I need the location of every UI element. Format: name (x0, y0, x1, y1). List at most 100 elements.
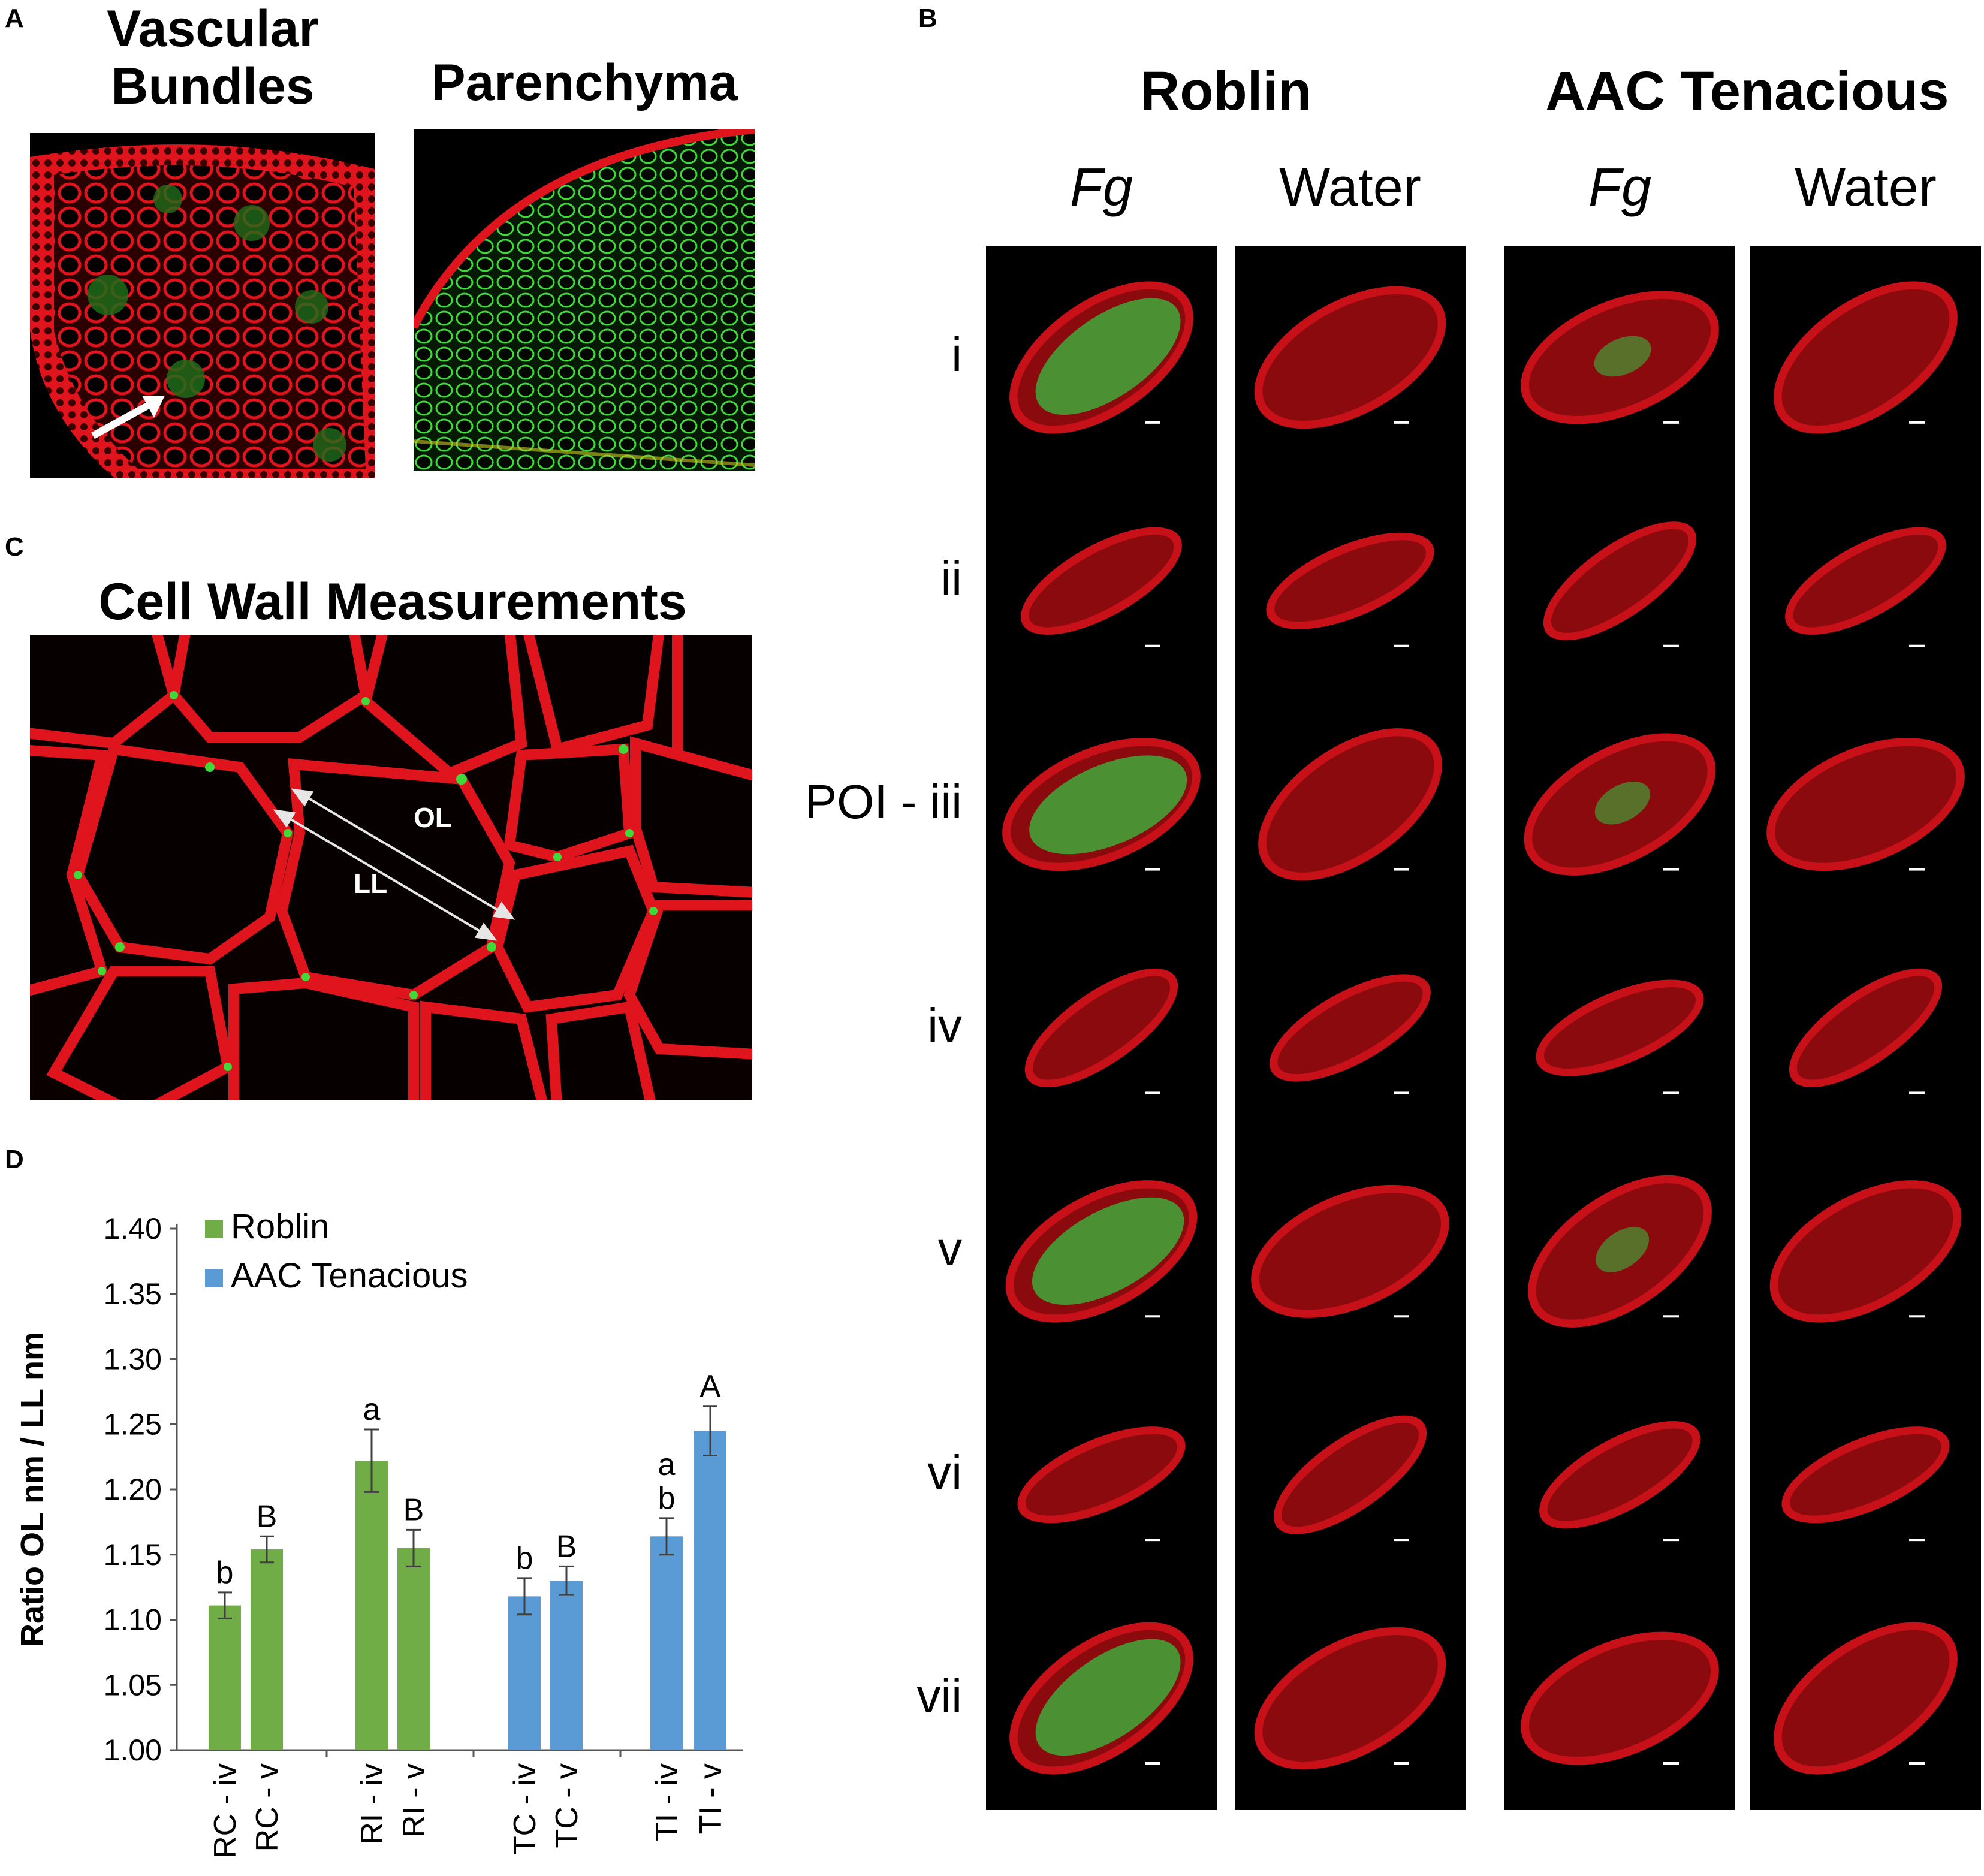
legend-label: Roblin (231, 1207, 329, 1246)
micrograph-column-1 (1235, 246, 1466, 1810)
micrograph-column-2 (1504, 246, 1735, 1810)
grain-section (1254, 286, 1446, 429)
y-tick-label: 1.20 (104, 1473, 162, 1506)
scale-bar (1909, 644, 1925, 647)
column-header-3: Water (1795, 158, 1937, 218)
scale-bar (1394, 1091, 1409, 1094)
significance-letter: b (216, 1555, 234, 1590)
significance-letter: b (516, 1541, 533, 1576)
grain-section (1254, 1627, 1446, 1770)
grain-section (1005, 1180, 1198, 1323)
row-label-2: POI - iii (804, 775, 962, 829)
scale-bar (1394, 644, 1409, 647)
scale-bar (1663, 868, 1679, 871)
grain-section (1009, 1622, 1193, 1775)
scale-bar (1145, 868, 1160, 871)
bar (694, 1431, 726, 1750)
scale-bar (1394, 1762, 1409, 1765)
row-label-0: i (951, 328, 962, 382)
grain-section (1521, 291, 1719, 424)
significance-letter: A (700, 1369, 721, 1404)
grain-section (1009, 281, 1193, 434)
y-axis-label: Ratio OL nm / LL nm (14, 1332, 50, 1647)
grain-section (1524, 733, 1716, 876)
panel-a-letter: A (5, 4, 24, 33)
grain-section (1024, 968, 1178, 1088)
grain-section (1017, 1426, 1186, 1524)
panel-d-letter: D (5, 1145, 24, 1174)
grain-section (1273, 1415, 1427, 1534)
vascular-bundles-title: Vascular Bundles (107, 0, 319, 116)
y-tick-label: 1.30 (104, 1343, 162, 1376)
grain-section (1774, 281, 1958, 434)
x-tick-label: RI - iv (355, 1763, 390, 1845)
row-label-3: iv (927, 999, 962, 1052)
scale-bar (1909, 421, 1925, 424)
bar (251, 1549, 283, 1750)
scale-bar (1145, 421, 1160, 424)
bar (550, 1581, 583, 1750)
panel-c-letter: C (5, 532, 24, 562)
scale-bar (1909, 868, 1925, 871)
ll-label: LL (354, 868, 387, 899)
bar (209, 1605, 241, 1750)
legend-label: AAC Tenacious (231, 1256, 468, 1295)
scale-bar (1663, 1539, 1679, 1542)
grain-section (1251, 1184, 1449, 1318)
micrograph-column-3 (1750, 246, 1981, 1810)
scale-bar (1145, 1762, 1160, 1765)
row-label-1: ii (940, 551, 962, 605)
group-header-aac-tenacious: AAC Tenacious (1545, 61, 1949, 122)
scale-bar (1663, 1762, 1679, 1765)
grain-section (1766, 738, 1965, 871)
cell-wall-micrograph: OL LL (30, 635, 752, 1100)
grain-section (1789, 968, 1943, 1088)
scale-bar (1394, 1315, 1409, 1318)
grain-section (1774, 1622, 1958, 1775)
grain-section (1266, 532, 1434, 629)
bar (650, 1536, 683, 1750)
x-tick-label: TC - v (550, 1763, 584, 1848)
grain-section (1521, 1631, 1719, 1765)
x-tick-label: RI - v (397, 1763, 432, 1838)
grain-section (1002, 738, 1201, 871)
bar (355, 1461, 388, 1750)
grain-section (1021, 527, 1182, 635)
grain-section (1769, 1180, 1962, 1323)
ol-label: OL (414, 802, 452, 833)
scale-bar (1145, 644, 1160, 647)
significance-letter: B (403, 1492, 424, 1527)
row-label-4: v (938, 1221, 962, 1275)
group-header-roblin: Roblin (1139, 61, 1312, 122)
scale-bar (1663, 1091, 1679, 1094)
scale-bar (1909, 1091, 1925, 1094)
arrow-icon (91, 396, 165, 439)
grain-section (1785, 527, 1946, 635)
row-label-6: vii (916, 1669, 962, 1723)
grain-section (1536, 979, 1704, 1076)
bar (508, 1596, 541, 1750)
row-label-5: vi (927, 1445, 962, 1499)
scale-bar (1145, 1091, 1160, 1094)
x-tick-label: TC - iv (508, 1763, 542, 1855)
y-tick-label: 1.40 (104, 1212, 162, 1245)
parenchyma-micrograph (414, 129, 755, 471)
scale-bar (1663, 1315, 1679, 1318)
scale-bar (1394, 1539, 1409, 1542)
column-header-1: Water (1279, 158, 1421, 218)
parenchyma-title: Parenchyma (431, 54, 738, 111)
legend-swatch (205, 1269, 223, 1287)
scale-bar (1663, 644, 1679, 647)
significance-letter: B (257, 1499, 278, 1534)
bar (397, 1548, 430, 1750)
significance-letter: a (363, 1392, 381, 1427)
vascular-bundles-micrograph (30, 133, 375, 478)
column-header-0: Fg (1069, 158, 1133, 218)
column-header-2: Fg (1588, 158, 1652, 218)
y-tick-label: 1.35 (104, 1277, 162, 1311)
y-tick-label: 1.15 (104, 1538, 162, 1572)
y-tick-label: 1.05 (104, 1668, 162, 1702)
y-tick-label: 1.00 (104, 1733, 162, 1767)
scale-bar (1145, 1539, 1160, 1542)
grain-section (1781, 1426, 1950, 1524)
